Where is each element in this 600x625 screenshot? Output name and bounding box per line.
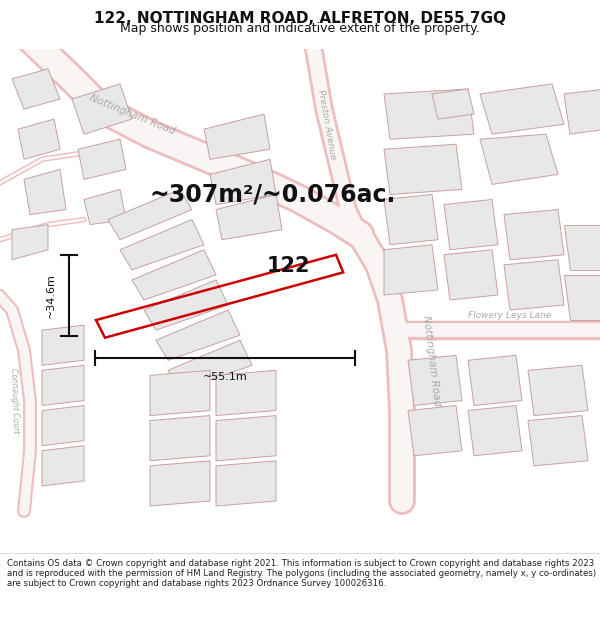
Polygon shape: [504, 260, 564, 310]
Polygon shape: [384, 144, 462, 194]
Polygon shape: [216, 371, 276, 416]
Text: Contains OS data © Crown copyright and database right 2021. This information is : Contains OS data © Crown copyright and d…: [7, 559, 596, 588]
Polygon shape: [564, 89, 600, 134]
Polygon shape: [72, 84, 132, 134]
Polygon shape: [12, 69, 60, 109]
Polygon shape: [42, 446, 84, 486]
Polygon shape: [216, 461, 276, 506]
Text: Nottingham Road: Nottingham Road: [88, 92, 176, 136]
Polygon shape: [216, 416, 276, 461]
Polygon shape: [468, 406, 522, 456]
Text: ~307m²/~0.076ac.: ~307m²/~0.076ac.: [150, 182, 397, 206]
Text: Preston Avenue: Preston Avenue: [316, 88, 338, 160]
Polygon shape: [150, 461, 210, 506]
Polygon shape: [480, 84, 564, 134]
Polygon shape: [168, 340, 252, 391]
Polygon shape: [408, 355, 462, 406]
Polygon shape: [210, 159, 276, 204]
Polygon shape: [480, 134, 558, 184]
Polygon shape: [528, 416, 588, 466]
Polygon shape: [42, 406, 84, 446]
Polygon shape: [78, 139, 126, 179]
Polygon shape: [12, 224, 48, 260]
Polygon shape: [564, 224, 600, 270]
Polygon shape: [384, 245, 438, 295]
Polygon shape: [204, 114, 270, 159]
Text: Nottingham Road: Nottingham Road: [421, 314, 443, 406]
Polygon shape: [150, 416, 210, 461]
Polygon shape: [120, 219, 204, 270]
Polygon shape: [108, 189, 192, 240]
Polygon shape: [42, 325, 84, 366]
Text: ~34.6m: ~34.6m: [46, 273, 56, 318]
Polygon shape: [216, 194, 282, 240]
Polygon shape: [432, 89, 474, 119]
Polygon shape: [468, 355, 522, 406]
Polygon shape: [384, 89, 474, 139]
Polygon shape: [564, 275, 600, 320]
Polygon shape: [156, 310, 240, 360]
Text: Connaught Court: Connaught Court: [10, 368, 20, 433]
Text: ~55.1m: ~55.1m: [203, 372, 247, 382]
Polygon shape: [444, 199, 498, 250]
Polygon shape: [408, 406, 462, 456]
Polygon shape: [24, 169, 66, 214]
Polygon shape: [132, 250, 216, 300]
Polygon shape: [528, 366, 588, 416]
Polygon shape: [84, 189, 126, 224]
Text: Map shows position and indicative extent of the property.: Map shows position and indicative extent…: [120, 22, 480, 35]
Text: Flowery Leys Lane: Flowery Leys Lane: [469, 311, 551, 319]
Polygon shape: [384, 194, 438, 245]
Polygon shape: [42, 366, 84, 406]
Polygon shape: [18, 119, 60, 159]
Text: 122: 122: [266, 256, 310, 276]
Polygon shape: [504, 209, 564, 260]
Polygon shape: [144, 280, 228, 330]
Text: 122, NOTTINGHAM ROAD, ALFRETON, DE55 7GQ: 122, NOTTINGHAM ROAD, ALFRETON, DE55 7GQ: [94, 11, 506, 26]
Polygon shape: [150, 371, 210, 416]
Polygon shape: [444, 250, 498, 300]
